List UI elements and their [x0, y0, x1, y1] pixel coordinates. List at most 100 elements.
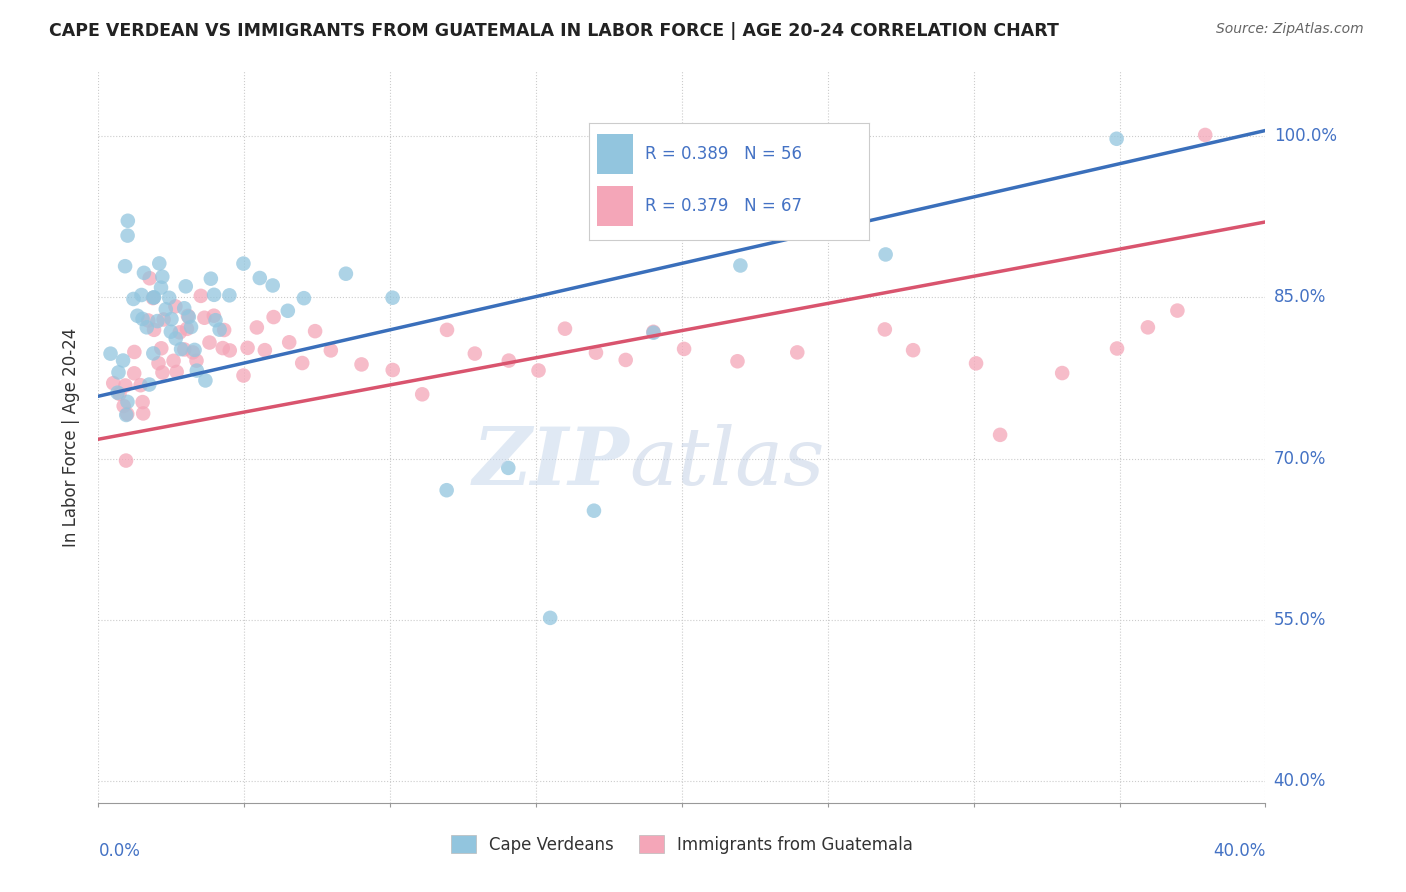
- Point: [124, 345, 146, 359]
- Point: [165, 331, 187, 345]
- Text: ZIP: ZIP: [472, 424, 630, 501]
- Point: [131, 395, 153, 409]
- Text: 0.0%: 0.0%: [98, 842, 141, 860]
- Point: [136, 313, 159, 327]
- Point: [107, 365, 129, 379]
- Point: [173, 343, 195, 357]
- Point: [381, 291, 404, 305]
- Point: [183, 343, 205, 357]
- Point: [159, 325, 181, 339]
- Text: 85.0%: 85.0%: [1274, 288, 1326, 306]
- Point: [146, 314, 169, 328]
- Point: [181, 345, 204, 359]
- Point: [232, 368, 254, 383]
- Point: [1136, 320, 1159, 334]
- Point: [411, 387, 433, 401]
- Point: [236, 341, 259, 355]
- Point: [464, 346, 486, 360]
- Point: [200, 271, 222, 285]
- Point: [143, 323, 166, 337]
- Point: [170, 342, 193, 356]
- Point: [350, 358, 373, 372]
- Point: [218, 288, 240, 302]
- Point: [190, 289, 212, 303]
- Point: [786, 345, 808, 359]
- Point: [218, 343, 240, 358]
- Point: [436, 483, 458, 498]
- Point: [1166, 303, 1188, 318]
- Point: [122, 367, 145, 381]
- Point: [965, 356, 987, 370]
- Point: [249, 271, 271, 285]
- Point: [198, 335, 221, 350]
- Point: [232, 256, 254, 270]
- Point: [115, 453, 138, 467]
- Point: [177, 309, 200, 323]
- Point: [253, 343, 276, 358]
- Point: [319, 343, 342, 358]
- Point: [173, 301, 195, 316]
- Point: [1050, 366, 1073, 380]
- Legend: Cape Verdeans, Immigrants from Guatemala: Cape Verdeans, Immigrants from Guatemala: [444, 829, 920, 860]
- Point: [186, 363, 208, 377]
- Point: [107, 385, 129, 400]
- Point: [157, 291, 180, 305]
- Point: [150, 269, 173, 284]
- Point: [142, 291, 165, 305]
- Point: [122, 292, 145, 306]
- Point: [152, 366, 174, 380]
- Point: [262, 278, 284, 293]
- Point: [150, 280, 173, 294]
- Y-axis label: In Labor Force | Age 20-24: In Labor Force | Age 20-24: [62, 327, 80, 547]
- Point: [117, 214, 139, 228]
- Point: [166, 365, 188, 379]
- Text: 40.0%: 40.0%: [1213, 842, 1265, 860]
- Point: [278, 335, 301, 350]
- Point: [143, 290, 166, 304]
- Point: [155, 302, 177, 317]
- Point: [131, 312, 153, 326]
- Point: [727, 354, 749, 368]
- Point: [202, 309, 225, 323]
- Point: [100, 346, 122, 360]
- Point: [117, 228, 139, 243]
- Point: [127, 309, 149, 323]
- Point: [498, 461, 520, 475]
- Point: [169, 326, 191, 340]
- Point: [129, 378, 152, 392]
- Point: [115, 408, 138, 422]
- Point: [335, 267, 357, 281]
- Point: [103, 376, 125, 391]
- Point: [875, 247, 897, 261]
- Point: [582, 504, 605, 518]
- Point: [117, 395, 139, 409]
- Point: [142, 346, 165, 360]
- Point: [211, 341, 233, 355]
- Point: [901, 343, 924, 358]
- Point: [643, 325, 665, 339]
- Point: [162, 354, 184, 368]
- Point: [381, 363, 404, 377]
- Point: [585, 345, 607, 359]
- Point: [1194, 128, 1216, 142]
- Point: [131, 288, 153, 302]
- Point: [988, 427, 1011, 442]
- Point: [150, 341, 173, 355]
- Point: [673, 342, 696, 356]
- Point: [177, 310, 200, 324]
- Point: [554, 321, 576, 335]
- Point: [263, 310, 285, 324]
- Point: [135, 320, 157, 334]
- Point: [138, 377, 160, 392]
- Point: [165, 299, 187, 313]
- Point: [304, 324, 326, 338]
- Point: [142, 291, 165, 305]
- Point: [730, 259, 752, 273]
- Text: Source: ZipAtlas.com: Source: ZipAtlas.com: [1216, 22, 1364, 37]
- Point: [643, 326, 665, 340]
- Point: [212, 323, 235, 337]
- Point: [246, 320, 269, 334]
- Point: [538, 611, 561, 625]
- Point: [176, 322, 198, 336]
- Point: [194, 374, 217, 388]
